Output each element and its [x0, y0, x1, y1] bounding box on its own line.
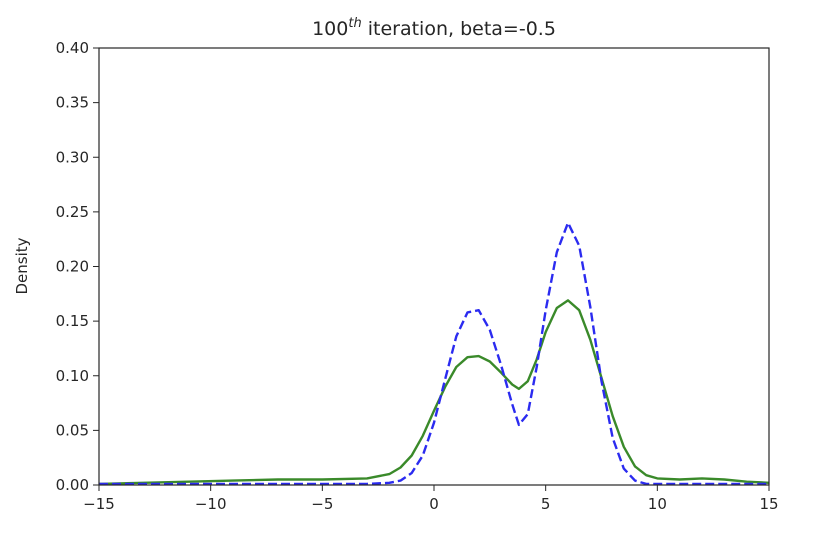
y-tick-label: 0.10	[56, 367, 89, 385]
chart-title: 100th iteration, beta=-0.5	[312, 16, 556, 40]
series-line-1	[98, 299, 770, 486]
y-axis-label: Density	[13, 237, 31, 294]
series-line-2	[99, 221, 769, 486]
chart-title-base: 100	[312, 18, 348, 40]
y-tick-label: 0.05	[56, 421, 89, 439]
y-tick-label: 0.15	[56, 312, 89, 330]
x-tick-label: 15	[759, 495, 778, 513]
y-tick-label: 0.30	[56, 148, 89, 166]
y-tick-label: 0.20	[56, 258, 89, 276]
chart-title-rest: iteration, beta=-0.5	[362, 18, 556, 40]
y-tick-label: 0.35	[56, 94, 89, 112]
plot-frame	[98, 47, 770, 486]
x-tick-label: 5	[541, 495, 551, 513]
x-tick-label: −5	[311, 495, 333, 513]
chart-title-superscript: th	[348, 16, 361, 31]
series-layer	[98, 221, 770, 486]
tick-layer: −15 −10 −5 0 5 10 15 0.00 0.05 0.10 0.15 0.20 0.25 0.…	[56, 39, 779, 513]
y-tick-label: 0.25	[56, 203, 89, 221]
y-tick-label: 0.00	[56, 476, 89, 494]
x-tick-label: 0	[429, 495, 439, 513]
y-tick-label: 0.40	[56, 39, 89, 57]
x-tick-label: −15	[83, 495, 115, 513]
x-tick-label: −10	[195, 495, 227, 513]
x-tick-label: 10	[648, 495, 667, 513]
